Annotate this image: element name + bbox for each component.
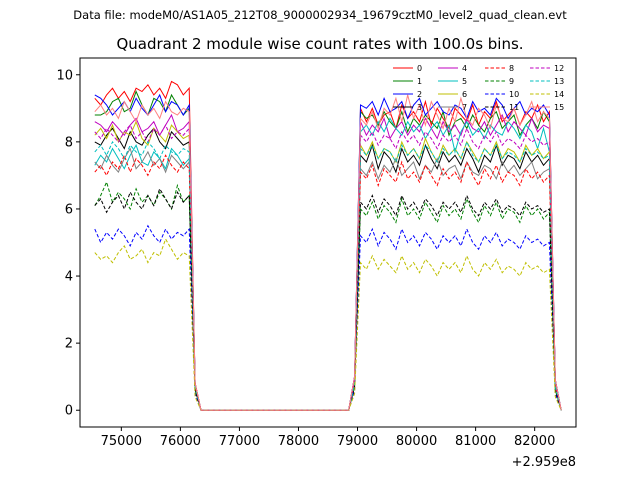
- x-tick-label: 80000: [396, 434, 437, 449]
- x-tick-label: 78000: [278, 434, 319, 449]
- legend-label-13: 13: [554, 77, 564, 86]
- series-line-14: [94, 237, 562, 411]
- figure-header: Data file: modeM0/AS1A05_212T08_90000029…: [0, 0, 640, 60]
- y-tick-label: 10: [56, 68, 73, 83]
- series-line-2: [94, 93, 562, 411]
- legend-label-10: 10: [509, 90, 519, 99]
- series-layer: [94, 80, 562, 411]
- chart-title: Quadrant 2 module wise count rates with …: [116, 35, 524, 53]
- legend-label-1: 1: [417, 77, 422, 86]
- legend-label-4: 4: [462, 64, 467, 73]
- series-line-1: [94, 90, 562, 411]
- legend-label-2: 2: [417, 90, 422, 99]
- legend-label-3: 3: [417, 103, 422, 112]
- x-tick-label: 81000: [455, 434, 496, 449]
- legend-label-6: 6: [462, 90, 467, 99]
- data-file-label: Data file: modeM0/AS1A05_212T08_90000029…: [73, 8, 567, 22]
- x-axis: 75000 76000 77000 78000 79000 80000 81000 82000: [101, 427, 555, 449]
- series-line-6: [94, 120, 562, 411]
- series-line-10: [94, 224, 562, 411]
- axes-frame: [79, 57, 577, 428]
- legend-label-7: 7: [462, 103, 467, 112]
- y-axis: 0 2 4 6 8 10: [56, 68, 80, 419]
- legend-label-14: 14: [554, 90, 564, 99]
- y-tick-label: 2: [65, 337, 73, 352]
- legend-label-9: 9: [509, 77, 514, 86]
- x-tick-label: 79000: [337, 434, 378, 449]
- y-tick-label: 0: [65, 404, 73, 419]
- series-line-0: [94, 80, 562, 411]
- series-line-5: [94, 117, 562, 411]
- x-tick-label: 75000: [101, 434, 142, 449]
- legend-label-5: 5: [462, 77, 467, 86]
- x-axis-offset-label: +2.959e8: [512, 455, 576, 470]
- legend-label-0: 0: [417, 64, 422, 73]
- series-line-9: [94, 180, 562, 411]
- legend-label-12: 12: [554, 64, 564, 73]
- y-tick-label: 6: [65, 202, 73, 217]
- x-tick-label: 76000: [160, 434, 201, 449]
- series-line-8: [94, 153, 562, 411]
- series-line-13: [94, 140, 562, 411]
- y-tick-label: 4: [65, 270, 73, 285]
- series-line-7: [94, 147, 562, 411]
- legend-label-8: 8: [509, 64, 514, 73]
- legend-label-15: 15: [554, 103, 564, 112]
- x-tick-label: 82000: [514, 434, 555, 449]
- x-tick-label: 77000: [219, 434, 260, 449]
- series-line-11: [94, 187, 562, 411]
- legend-label-11: 11: [509, 103, 519, 112]
- series-line-15: [94, 94, 562, 411]
- y-tick-label: 8: [65, 135, 73, 150]
